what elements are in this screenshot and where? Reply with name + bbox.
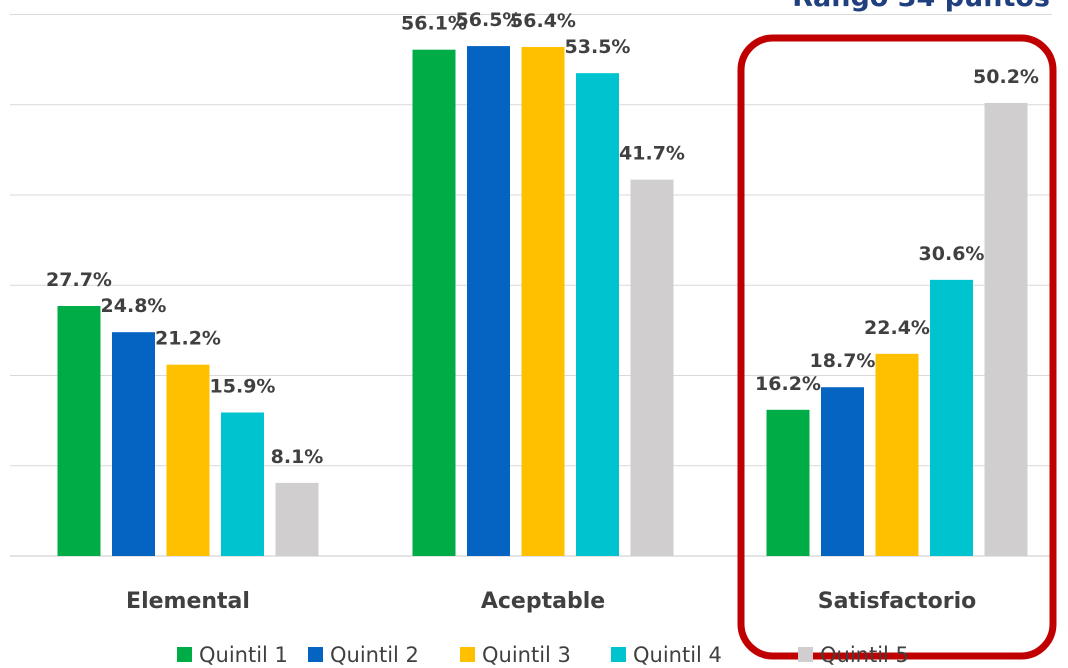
data-label: 18.7% [810, 350, 876, 372]
bar-quintil-5 [275, 482, 319, 556]
bar-quintil-4 [221, 412, 264, 556]
highlight-box [737, 34, 1057, 660]
legend-label: Quintil 1 [199, 643, 288, 667]
data-label: 21.2% [155, 328, 221, 350]
bar-quintil-2 [467, 46, 510, 557]
data-label: 8.1% [271, 446, 324, 468]
bar-quintil-1 [57, 306, 101, 556]
bar-quintil-2 [112, 332, 155, 556]
bar-quintil-1 [766, 409, 810, 556]
category-labels-group: Elemental Aceptable Satisfactorio [126, 589, 976, 614]
category-label: Satisfactorio [818, 589, 976, 614]
data-label: 50.2% [973, 66, 1039, 88]
legend-swatch [308, 647, 323, 662]
data-label: 41.7% [619, 143, 685, 165]
category-label: Aceptable [481, 589, 605, 614]
legend-swatch [177, 647, 192, 662]
data-label: 16.2% [755, 373, 821, 395]
bar-quintil-3 [166, 364, 210, 556]
legend-swatch [611, 647, 626, 662]
bar-quintil-2 [821, 387, 864, 556]
legend-label: Quintil 2 [330, 643, 419, 667]
bar-quintil-1 [412, 49, 456, 556]
data-label: 27.7% [46, 269, 112, 291]
legend-label: Quintil 5 [820, 643, 909, 667]
bar-quintil-5 [984, 102, 1028, 556]
legend: Quintil 1 Quintil 2 Quintil 3 Quintil 4 Quin… [177, 643, 909, 667]
bar-quintil-3 [875, 353, 919, 556]
data-label: 56.4% [510, 10, 576, 32]
data-label: 15.9% [210, 376, 276, 398]
data-label: 22.4% [864, 317, 930, 339]
bars-group [57, 46, 1028, 557]
category-label: Elemental [126, 589, 250, 614]
bar-quintil-4 [576, 73, 619, 556]
legend-swatch [798, 647, 813, 662]
legend-label: Quintil 3 [482, 643, 571, 667]
legend-swatch [460, 647, 475, 662]
legend-label: Quintil 4 [633, 643, 722, 667]
overlay-title: Rango 34 puntos [792, 0, 1050, 13]
data-label: 56.5% [456, 9, 522, 31]
data-label: 24.8% [101, 295, 167, 317]
data-label: 53.5% [565, 36, 631, 58]
data-label: 30.6% [919, 243, 985, 265]
bar-quintil-5 [630, 179, 674, 556]
bar-quintil-4 [930, 279, 973, 556]
data-label: 56.1% [401, 13, 467, 35]
bar-quintil-3 [521, 46, 565, 557]
value-labels-group: 27.7% 24.8% 21.2% 15.9% 8.1% 56.1%56.5%56.4% 5… [46, 9, 1039, 468]
